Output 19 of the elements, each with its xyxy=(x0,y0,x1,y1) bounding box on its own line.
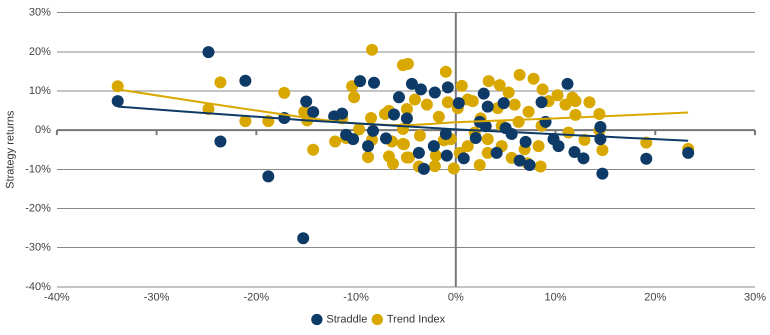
x-tick-label: 10% xyxy=(544,291,567,304)
x-tick-label: 20% xyxy=(644,291,666,304)
y-tick-label: 10% xyxy=(28,84,52,97)
x-tick-label: -10% xyxy=(343,291,370,304)
y-axis-title: Strategy returns xyxy=(4,110,17,189)
y-tick-label: 30% xyxy=(28,6,52,19)
y-tick-label: 0% xyxy=(34,124,52,136)
x-tick-label: 0% xyxy=(448,291,464,304)
y-tick-label: -40% xyxy=(25,280,52,293)
y-tick-label: 20% xyxy=(28,46,52,58)
legend-label: Straddle xyxy=(326,314,368,326)
x-tick-label: -20% xyxy=(243,291,270,304)
x-tick-label: -30% xyxy=(144,291,170,304)
x-tick-label: -40% xyxy=(44,291,70,304)
y-tick-label: -30% xyxy=(25,242,52,254)
legend-label: Trend Index xyxy=(386,314,446,326)
x-tick-label: 30% xyxy=(744,291,766,304)
y-tick-label: -20% xyxy=(25,202,52,214)
y-tick-label: -10% xyxy=(25,163,52,176)
